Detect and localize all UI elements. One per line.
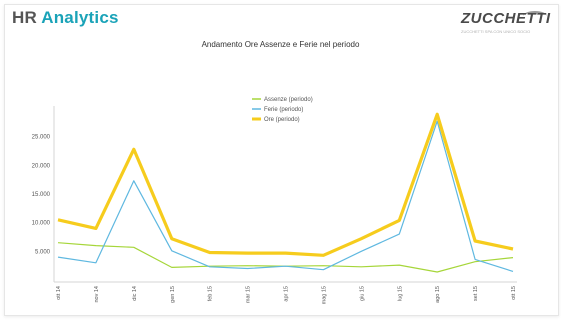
y-tick-label: 20.000	[32, 163, 51, 169]
series-line-1	[57, 242, 514, 273]
chart-title: Andamento Ore Assenze e Ferie nel period…	[201, 40, 360, 49]
x-tick-label: lug 15	[397, 286, 403, 301]
x-tick-label: ago 15	[435, 286, 441, 303]
zucchetti-logo: ZUCCHETTI ZUCCHETTI SPA CON UNICO SOCIO	[461, 10, 551, 36]
app-title: HR Analytics	[12, 8, 119, 28]
x-tick-label: giu 15	[359, 286, 365, 301]
logo-swoosh-icon	[523, 11, 547, 21]
x-tick-label: ott 14	[56, 286, 62, 300]
x-tick-label: feb 15	[208, 286, 214, 301]
legend-label: Assenze (periodo)	[264, 97, 313, 103]
logo-word: ZUCCHETTI	[461, 10, 551, 27]
x-tick-label: apr 15	[284, 286, 290, 302]
y-tick-label: 25.000	[32, 135, 51, 141]
x-tick-label: mag 15	[321, 286, 327, 304]
app-title-part2: Analytics	[41, 8, 119, 27]
y-tick-label: 5.000	[35, 249, 51, 255]
x-tick-label: gen 15	[170, 286, 176, 303]
x-tick-label: set 15	[473, 286, 479, 301]
x-tick-label: mar 15	[246, 286, 252, 303]
legend-label: Ore (periodo)	[264, 117, 300, 123]
x-tick-label: ott 15	[511, 286, 517, 300]
series-line-2	[57, 120, 514, 272]
x-tick-label: dic 14	[132, 286, 138, 301]
legend-label: Ferie (periodo)	[264, 107, 303, 113]
app-title-part1: HR	[12, 8, 42, 27]
y-tick-label: 15.000	[32, 192, 51, 198]
series-line-3	[57, 112, 514, 257]
y-tick-label: 10.000	[32, 221, 51, 227]
x-tick-label: nov 14	[94, 286, 100, 303]
logo-tagline: ZUCCHETTI SPA CON UNICO SOCIO	[461, 29, 531, 34]
